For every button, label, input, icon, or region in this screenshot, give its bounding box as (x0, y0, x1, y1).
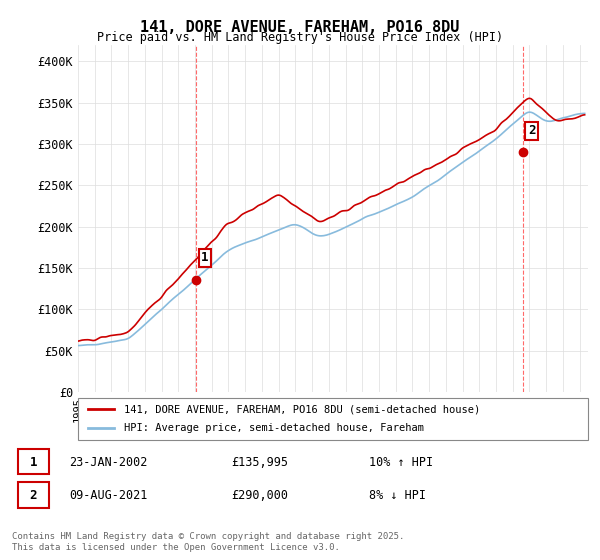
Text: 2: 2 (29, 489, 37, 502)
FancyBboxPatch shape (18, 482, 49, 508)
Text: 141, DORE AVENUE, FAREHAM, PO16 8DU: 141, DORE AVENUE, FAREHAM, PO16 8DU (140, 20, 460, 35)
Text: 8% ↓ HPI: 8% ↓ HPI (369, 489, 426, 502)
Text: HPI: Average price, semi-detached house, Fareham: HPI: Average price, semi-detached house,… (124, 423, 424, 433)
FancyBboxPatch shape (78, 398, 588, 440)
Text: £135,995: £135,995 (231, 455, 288, 469)
Text: 1: 1 (29, 455, 37, 469)
Text: 141, DORE AVENUE, FAREHAM, PO16 8DU (semi-detached house): 141, DORE AVENUE, FAREHAM, PO16 8DU (sem… (124, 404, 480, 414)
Text: 23-JAN-2002: 23-JAN-2002 (70, 455, 148, 469)
Text: 09-AUG-2021: 09-AUG-2021 (70, 489, 148, 502)
Text: 2: 2 (528, 124, 535, 137)
FancyBboxPatch shape (18, 449, 49, 474)
Text: 1: 1 (201, 251, 209, 264)
Text: £290,000: £290,000 (231, 489, 288, 502)
Text: Price paid vs. HM Land Registry's House Price Index (HPI): Price paid vs. HM Land Registry's House … (97, 31, 503, 44)
Text: 10% ↑ HPI: 10% ↑ HPI (369, 455, 433, 469)
Text: Contains HM Land Registry data © Crown copyright and database right 2025.
This d: Contains HM Land Registry data © Crown c… (12, 532, 404, 552)
